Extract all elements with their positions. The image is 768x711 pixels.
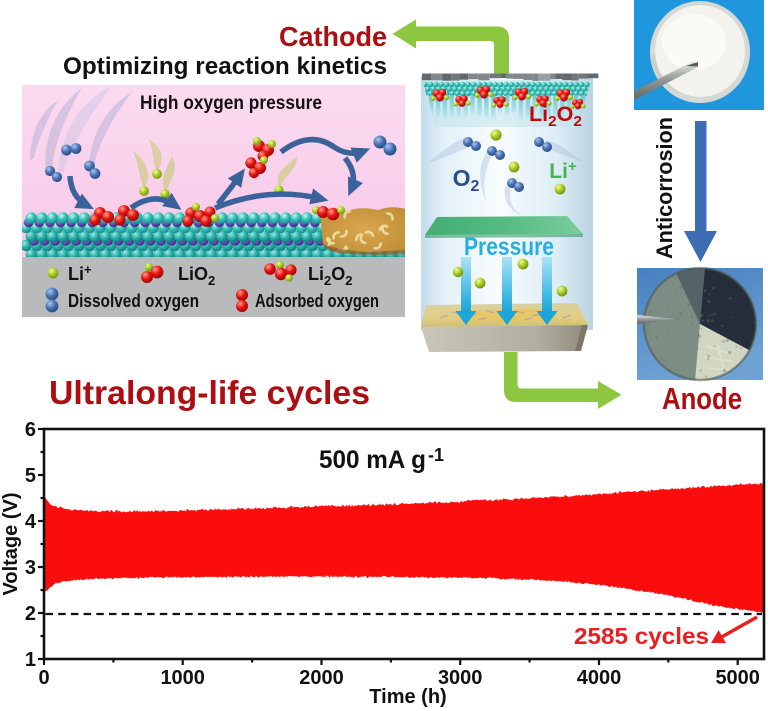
svg-text:2585 cycles: 2585 cycles — [574, 623, 709, 649]
svg-text:High oxygen pressure: High oxygen pressure — [140, 93, 322, 114]
svg-text:0: 0 — [38, 667, 49, 689]
svg-text:Cathode: Cathode — [279, 21, 387, 52]
svg-text:4000: 4000 — [577, 667, 622, 689]
svg-text:2000: 2000 — [299, 667, 344, 689]
svg-text:Li2O2: Li2O2 — [529, 103, 582, 130]
svg-text:5: 5 — [25, 465, 36, 487]
svg-text:Adsorbed oxygen: Adsorbed oxygen — [255, 291, 379, 311]
svg-text:1: 1 — [25, 649, 36, 671]
svg-text:1000: 1000 — [160, 667, 205, 689]
svg-text:Ultralong-life cycles: Ultralong-life cycles — [49, 374, 370, 411]
svg-text:Voltage (V): Voltage (V) — [0, 493, 22, 596]
svg-text:3000: 3000 — [438, 667, 483, 689]
svg-text:O2: O2 — [453, 165, 480, 195]
svg-text:Pressure: Pressure — [464, 233, 554, 261]
svg-text:4: 4 — [25, 511, 37, 533]
svg-text:Time (h): Time (h) — [369, 686, 446, 708]
svg-text:Anticorrosion: Anticorrosion — [652, 117, 677, 259]
svg-text:3: 3 — [25, 557, 36, 579]
svg-text:6: 6 — [25, 419, 36, 441]
svg-text:Optimizing reaction kinetics: Optimizing reaction kinetics — [63, 53, 387, 80]
svg-text:-1: -1 — [428, 445, 444, 465]
svg-text:Anode: Anode — [662, 381, 742, 416]
svg-text:5000: 5000 — [715, 667, 760, 689]
svg-text:Dissolved oxygen: Dissolved oxygen — [68, 291, 199, 311]
svg-text:500 mA g: 500 mA g — [319, 446, 426, 474]
svg-text:2: 2 — [25, 603, 36, 625]
